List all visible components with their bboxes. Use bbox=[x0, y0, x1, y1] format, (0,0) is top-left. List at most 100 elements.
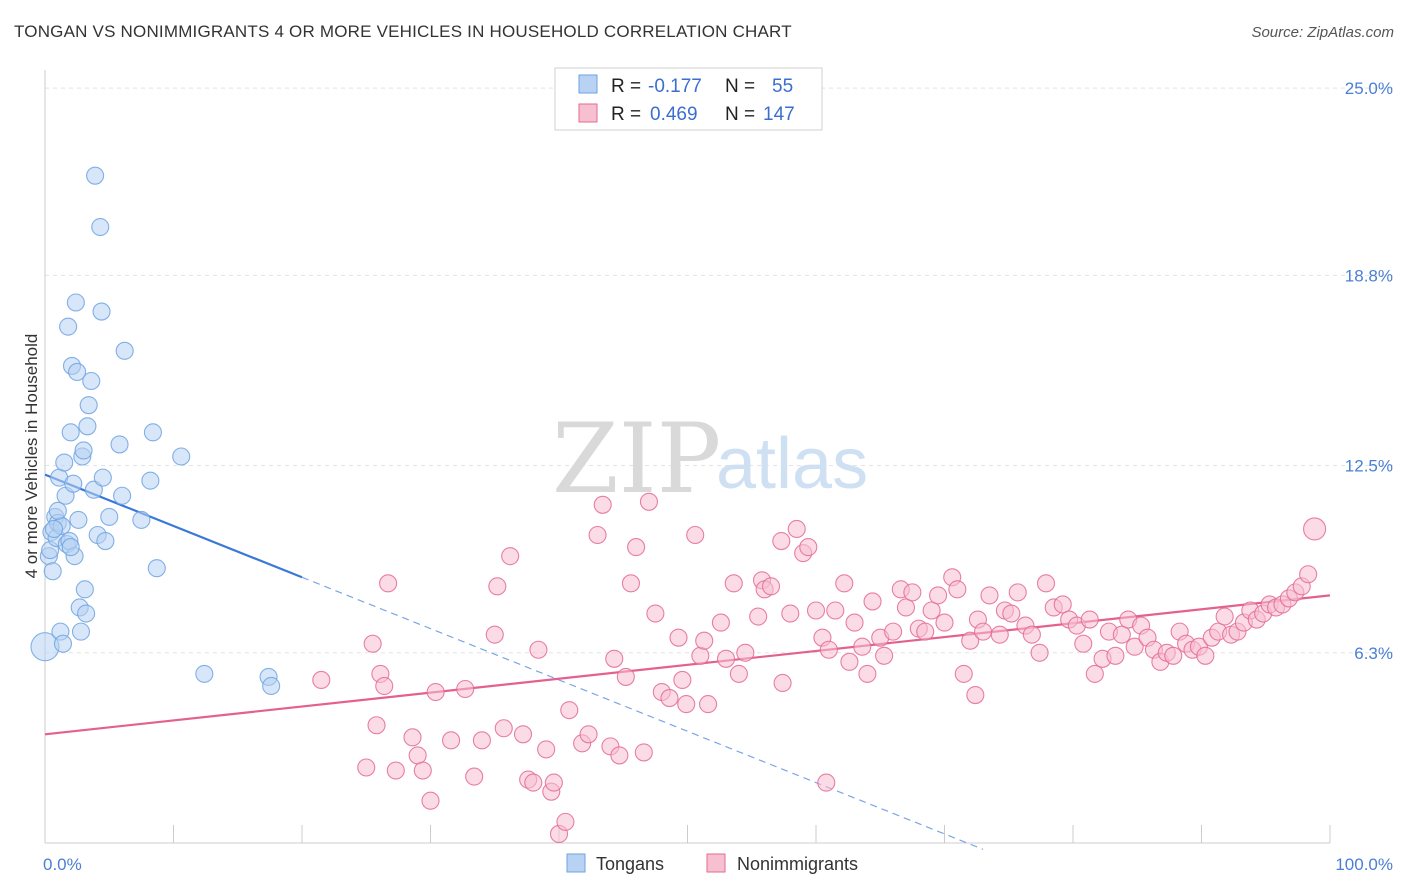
point-tongans-15 bbox=[59, 317, 78, 336]
point-nonimmigrants-70 bbox=[826, 601, 845, 620]
watermark-atlas: atlas bbox=[716, 424, 868, 504]
point-nonimmigrants-33 bbox=[588, 525, 607, 545]
point-nonimmigrants-30 bbox=[560, 701, 579, 720]
point-tongans-35 bbox=[91, 217, 110, 237]
point-nonimmigrants-94 bbox=[990, 625, 1009, 644]
point-tongans-44 bbox=[141, 471, 160, 490]
point-nonimmigrants-67 bbox=[806, 601, 826, 620]
point-tongans-42 bbox=[115, 341, 134, 360]
point-tongans-37 bbox=[93, 468, 112, 487]
point-nonimmigrants-10 bbox=[413, 761, 432, 780]
legend-n-label-tongans: N = bbox=[725, 76, 755, 97]
point-tongans-31 bbox=[82, 371, 101, 391]
legend-r-value-tongans: -0.177 bbox=[648, 76, 702, 97]
point-nonimmigrants-56 bbox=[729, 664, 748, 683]
point-nonimmigrants-49 bbox=[686, 525, 705, 545]
point-nonimmigrants-57 bbox=[736, 643, 755, 662]
point-nonimmigrants-7 bbox=[386, 761, 405, 780]
point-tongans-38 bbox=[96, 531, 115, 551]
bottom-legend-label-tongans: Tongans bbox=[596, 854, 664, 874]
point-nonimmigrants-93 bbox=[980, 586, 999, 605]
point-nonimmigrants-92 bbox=[973, 622, 993, 641]
point-nonimmigrants-89 bbox=[954, 664, 973, 683]
point-tongans-27 bbox=[74, 441, 93, 460]
x-tick-label-min: 0.0% bbox=[43, 855, 82, 874]
trend-line-nonimmigrants bbox=[44, 594, 1331, 736]
point-nonimmigrants-120 bbox=[1164, 646, 1183, 665]
point-nonimmigrants-34 bbox=[593, 495, 612, 514]
point-nonimmigrants-47 bbox=[673, 670, 692, 689]
point-nonimmigrants-23 bbox=[524, 773, 543, 792]
point-nonimmigrants-90 bbox=[961, 631, 980, 650]
point-tongans-25 bbox=[71, 622, 91, 641]
point-nonimmigrants-42 bbox=[639, 492, 659, 511]
stats-legend: R = -0.177 N = 55 R = 0.469 N = 147 bbox=[554, 67, 823, 131]
bottom-legend-swatch-nonimmigrants bbox=[706, 853, 726, 873]
point-nonimmigrants-64 bbox=[787, 519, 806, 539]
legend-swatch-nonimmigrants bbox=[578, 103, 598, 123]
point-nonimmigrants-80 bbox=[896, 598, 916, 617]
point-nonimmigrants-61 bbox=[761, 577, 781, 596]
point-nonimmigrants-12 bbox=[426, 682, 445, 702]
point-nonimmigrants-11 bbox=[421, 791, 440, 810]
legend-r-label-tongans: R = bbox=[611, 76, 641, 97]
point-nonimmigrants-19 bbox=[494, 719, 513, 738]
source-label: Source: ZipAtlas.com bbox=[1251, 24, 1394, 41]
point-tongans-21 bbox=[66, 293, 85, 312]
point-nonimmigrants-144 bbox=[966, 685, 985, 705]
point-nonimmigrants-3 bbox=[367, 716, 386, 735]
point-nonimmigrants-40 bbox=[627, 538, 646, 557]
point-nonimmigrants-36 bbox=[605, 649, 624, 668]
data-points bbox=[30, 166, 1327, 843]
point-nonimmigrants-75 bbox=[863, 592, 882, 611]
point-tongans-46 bbox=[147, 559, 166, 578]
point-nonimmigrants-107 bbox=[1080, 610, 1099, 629]
point-tongans-41 bbox=[113, 486, 132, 505]
point-nonimmigrants-85 bbox=[929, 586, 948, 605]
point-nonimmigrants-41 bbox=[634, 743, 653, 762]
point-nonimmigrants-111 bbox=[1106, 646, 1125, 665]
point-tongans-50 bbox=[262, 676, 281, 696]
point-tongans-36 bbox=[92, 302, 111, 321]
point-tongans-11 bbox=[53, 634, 73, 653]
point-nonimmigrants-77 bbox=[875, 646, 894, 665]
point-nonimmigrants-74 bbox=[853, 637, 872, 656]
point-nonimmigrants-72 bbox=[840, 652, 859, 671]
point-nonimmigrants-25 bbox=[537, 740, 556, 759]
point-tongans-45 bbox=[143, 423, 162, 442]
point-tongans-47 bbox=[172, 447, 191, 466]
point-nonimmigrants-141 bbox=[1299, 565, 1318, 584]
point-nonimmigrants-21 bbox=[513, 725, 533, 744]
point-nonimmigrants-1 bbox=[357, 758, 376, 777]
series-legend: Tongans Nonimmigrants bbox=[566, 853, 858, 874]
point-nonimmigrants-55 bbox=[724, 574, 743, 593]
point-nonimmigrants-13 bbox=[442, 731, 461, 750]
point-tongans-48 bbox=[195, 664, 214, 683]
point-tongans-28 bbox=[75, 580, 94, 599]
point-nonimmigrants-27 bbox=[544, 773, 563, 792]
point-nonimmigrants-84 bbox=[922, 601, 941, 620]
point-nonimmigrants-114 bbox=[1125, 637, 1144, 656]
point-nonimmigrants-53 bbox=[711, 613, 730, 632]
point-nonimmigrants-58 bbox=[749, 607, 768, 626]
point-nonimmigrants-78 bbox=[884, 622, 903, 641]
point-tongans-12 bbox=[55, 453, 74, 472]
legend-n-value-nonimmigrants: 147 bbox=[763, 104, 795, 125]
point-tongans-43 bbox=[132, 510, 151, 529]
point-nonimmigrants-52 bbox=[699, 695, 718, 714]
y-tick-label-2: 18.8% bbox=[1345, 266, 1393, 285]
point-tongans-51 bbox=[77, 604, 96, 623]
point-nonimmigrants-99 bbox=[1022, 625, 1041, 644]
point-tongans-22 bbox=[68, 362, 87, 382]
legend-r-label-nonimmigrants: R = bbox=[611, 104, 641, 125]
y-tick-label-1: 12.5% bbox=[1345, 457, 1393, 476]
point-nonimmigrants-88 bbox=[948, 580, 967, 599]
legend-n-label-nonimmigrants: N = bbox=[725, 104, 755, 125]
point-tongans-23 bbox=[69, 510, 88, 529]
point-tongans-19 bbox=[64, 474, 83, 493]
point-tongans-33 bbox=[86, 166, 105, 185]
point-nonimmigrants-51 bbox=[695, 631, 714, 650]
point-nonimmigrants-142 bbox=[1303, 517, 1327, 541]
point-nonimmigrants-81 bbox=[903, 583, 922, 602]
point-nonimmigrants-112 bbox=[1112, 625, 1131, 644]
